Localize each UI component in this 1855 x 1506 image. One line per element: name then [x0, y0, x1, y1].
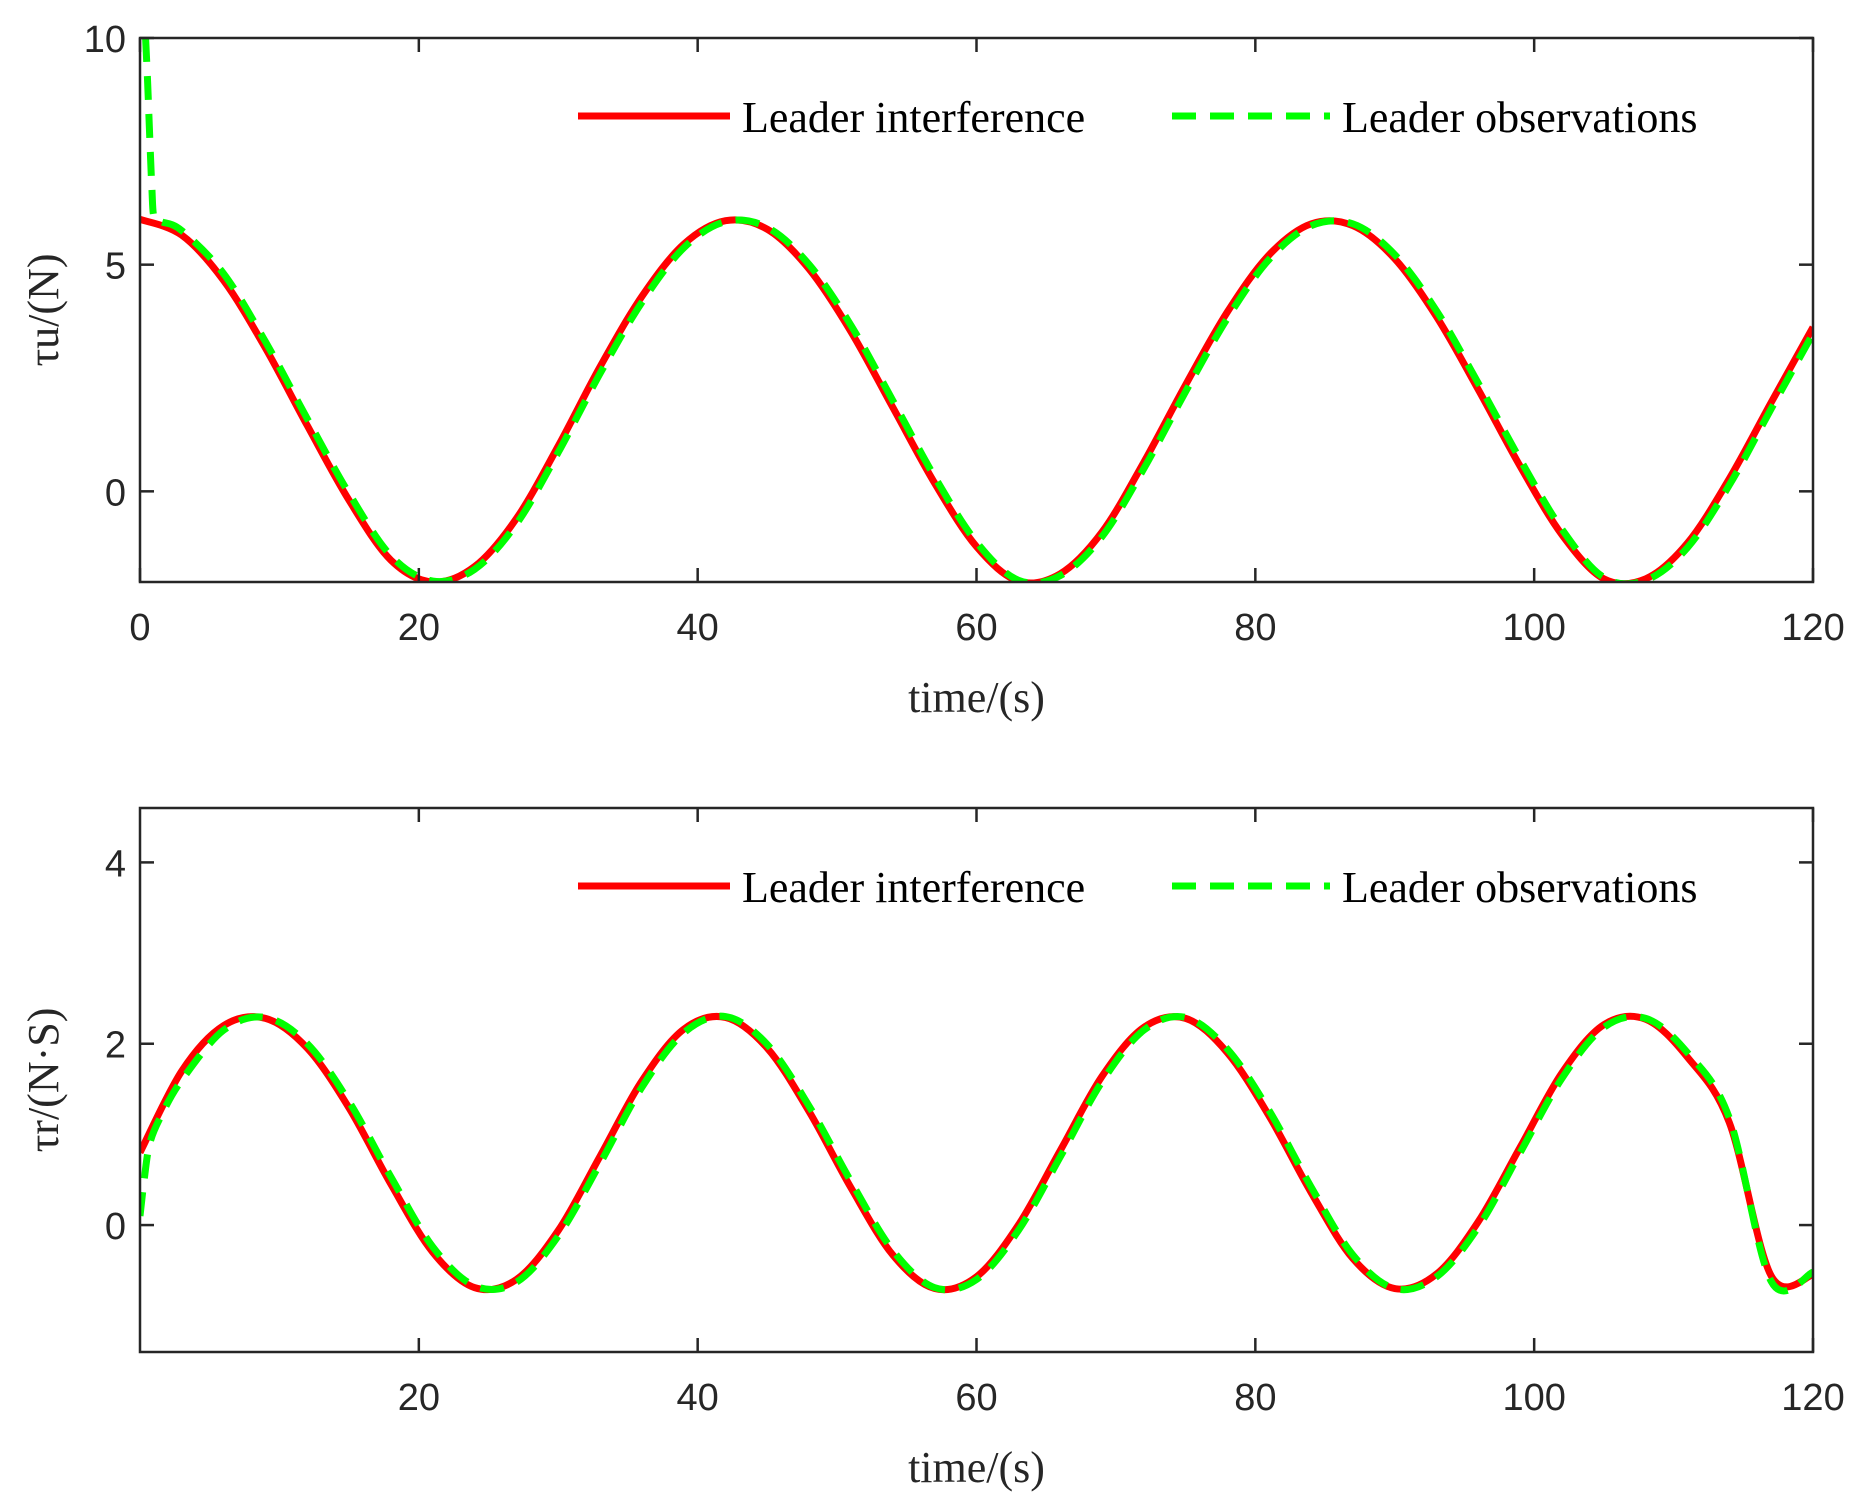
y-tick-label: 2	[105, 1025, 126, 1067]
series-group	[140, 38, 1813, 582]
x-tick-label: 120	[1781, 607, 1844, 649]
series-line-leader-observations	[142, 38, 1813, 582]
x-tick-label: 100	[1502, 1377, 1565, 1419]
x-axis-label: time/(s)	[908, 1443, 1045, 1492]
x-axis-label: time/(s)	[908, 673, 1045, 722]
x-tick-label: 100	[1502, 607, 1565, 649]
bottom-panel: 20 40 60 80 100 120 0 2 4 time/(s) τr/(N·S) Leader …	[19, 806, 1845, 1492]
series-line-leader-interference	[140, 216, 1813, 582]
y-axis-label: τr/(N·S)	[19, 1008, 68, 1153]
x-tick-label: 120	[1781, 1377, 1844, 1419]
y-axis-label: τu/(N)	[19, 254, 68, 367]
x-tick-label: 40	[677, 607, 719, 649]
y-tick-label: 5	[105, 246, 126, 288]
x-tick-label: 80	[1234, 1377, 1276, 1419]
top-panel: 0 20 40 60 80 100 120 0 5 10 time/(s) τu/(N) Leader …	[19, 19, 1845, 722]
series-line-leader-observations	[140, 1012, 1813, 1295]
x-tick-label: 60	[955, 607, 997, 649]
x-tick-label: 20	[398, 1377, 440, 1419]
x-tick-label: 60	[955, 1377, 997, 1419]
y-tick-label: 4	[105, 843, 126, 885]
legend-label-leader-interference: Leader interference	[742, 93, 1085, 142]
series-line-leader-interference	[140, 1012, 1813, 1294]
x-tick-label: 0	[129, 607, 150, 649]
x-tick-label: 80	[1234, 607, 1276, 649]
y-tick-label: 0	[105, 1206, 126, 1248]
legend-label-leader-interference: Leader interference	[742, 863, 1085, 912]
series-group	[140, 1012, 1813, 1295]
legend-label-leader-observations: Leader observations	[1342, 863, 1698, 912]
y-tick-label: 10	[84, 19, 126, 61]
x-tick-label: 40	[677, 1377, 719, 1419]
legend-label-leader-observations: Leader observations	[1342, 93, 1698, 142]
y-tick-label: 0	[105, 472, 126, 514]
x-tick-label: 20	[398, 607, 440, 649]
